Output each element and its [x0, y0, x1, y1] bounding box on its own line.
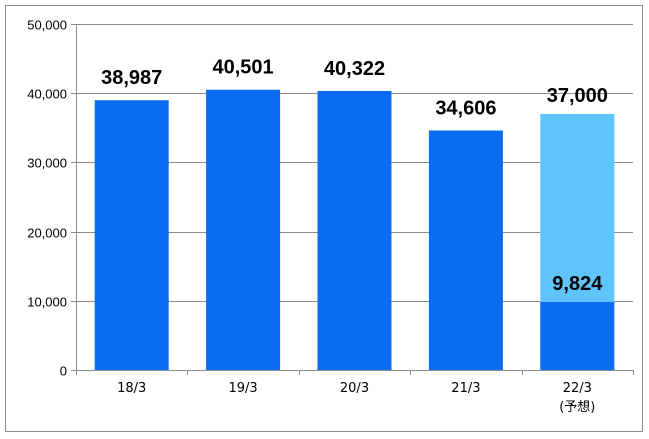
y-tick-label: 0	[60, 364, 67, 379]
y-tick-label: 50,000	[27, 18, 67, 33]
x-tick-label: 19/3	[228, 381, 257, 396]
chart-frame	[5, 5, 643, 432]
x-tick-label: 20/3	[340, 381, 369, 396]
x-tick-label: 22/3	[563, 381, 592, 396]
y-tick-label: 40,000	[27, 87, 67, 102]
bar	[428, 130, 503, 370]
y-tick-label: 30,000	[27, 156, 67, 171]
y-tick-label: 10,000	[27, 295, 67, 310]
data-label: 40,322	[324, 58, 385, 80]
data-labels: 38,987 40,501 40,322 34,606 37,000 9,824	[101, 57, 608, 295]
data-label: 34,606	[435, 98, 496, 120]
bar	[540, 302, 615, 370]
bar	[206, 89, 281, 370]
bars	[94, 89, 615, 371]
bar	[94, 100, 169, 370]
bar	[317, 90, 392, 370]
y-tick-labels: 0 10,000 20,000 30,000 40,000 50,000	[27, 18, 67, 379]
data-label: 38,987	[101, 67, 162, 89]
y-tick-label: 20,000	[27, 226, 67, 241]
x-tick-sublabel: (予想)	[559, 399, 595, 415]
x-tick-label: 21/3	[451, 381, 480, 396]
data-label: 9,824	[552, 273, 603, 295]
x-tick-label: 18/3	[117, 381, 146, 396]
data-label: 40,501	[213, 57, 274, 79]
forecast-data-label: 37,000	[547, 85, 608, 107]
axes	[71, 24, 634, 375]
x-tick-labels: 18/3 19/3 20/3 21/3 22/3 (予想)	[117, 381, 595, 415]
